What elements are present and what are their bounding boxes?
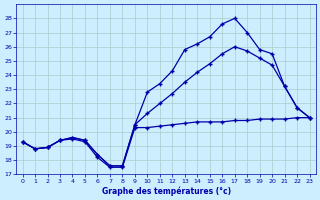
X-axis label: Graphe des températures (°c): Graphe des températures (°c)	[101, 186, 231, 196]
